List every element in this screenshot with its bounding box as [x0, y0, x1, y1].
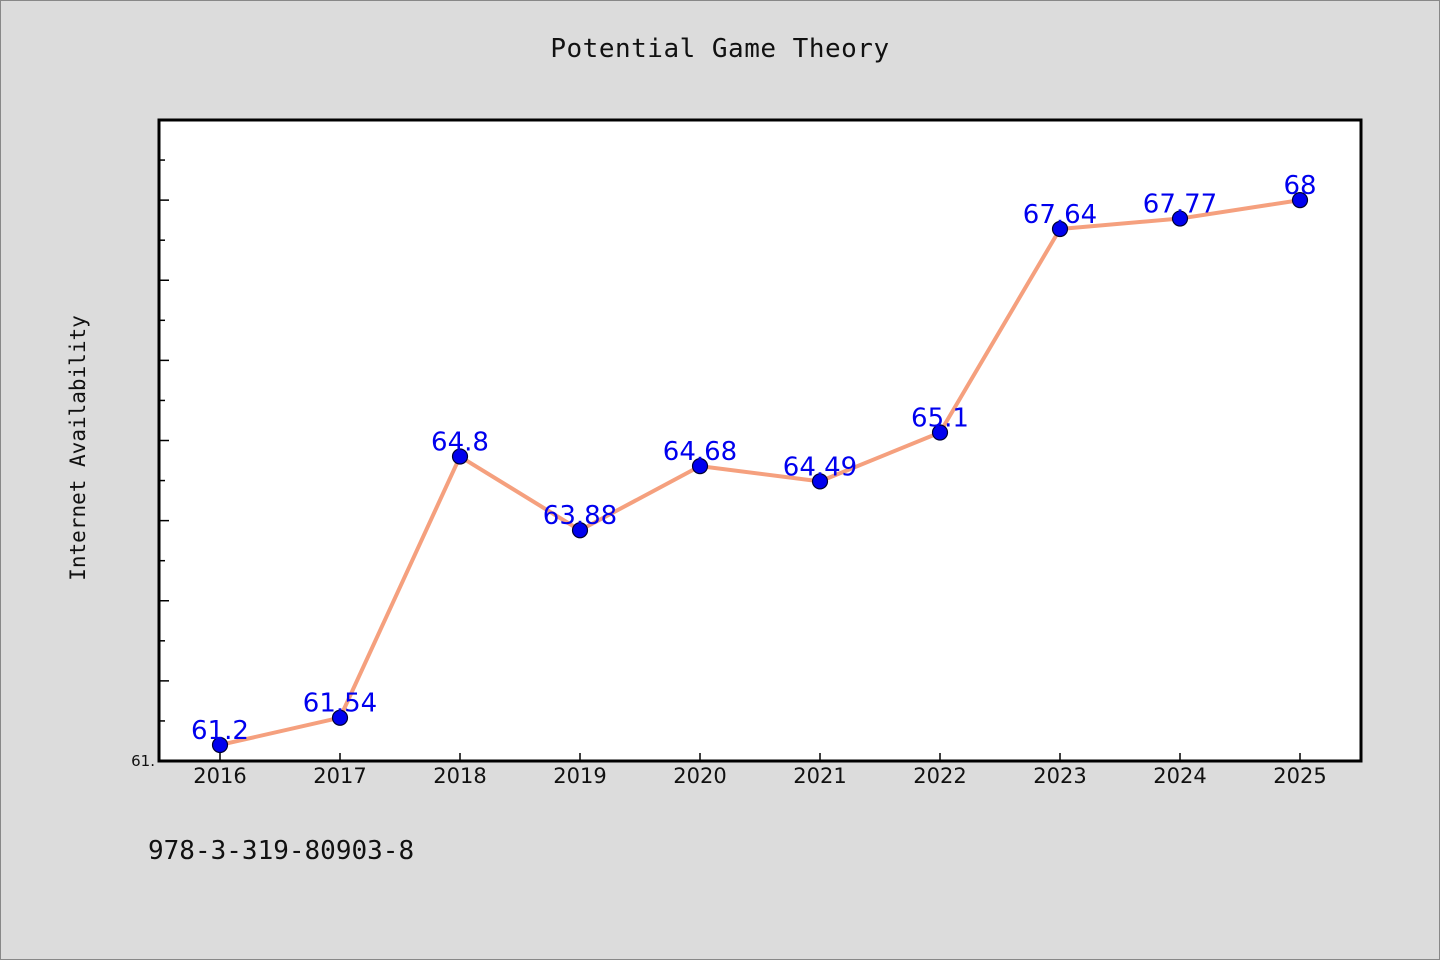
- data-labels: 61.2 61.54 64.8 63.88 64.68 64.49 65.1 67.64 67.…: [191, 171, 1316, 746]
- data-point-marker: [1051, 220, 1069, 238]
- data-point-label: 64.68: [663, 437, 737, 467]
- plot-frame: [157, 118, 1363, 763]
- x-tick-label: 2017: [313, 764, 366, 788]
- data-point-marker: [1171, 210, 1189, 227]
- x-tick-label: 2021: [793, 764, 846, 788]
- x-tick-label: 2025: [1273, 764, 1326, 788]
- footer-code: 978-3-319-80903-8: [148, 836, 415, 866]
- x-tick-label: 2022: [913, 764, 966, 788]
- data-point-marker: [811, 473, 829, 490]
- data-point-marker: [691, 458, 709, 475]
- series-line: [218, 198, 1302, 747]
- chart-title: Potential Game Theory: [550, 34, 890, 64]
- data-point-marker: [211, 736, 229, 754]
- data-point-marker: [1291, 192, 1309, 209]
- data-point-label: 65.1: [911, 403, 969, 433]
- data-point-marker: [451, 448, 469, 465]
- data-point-label: 63.88: [543, 501, 617, 531]
- data-markers: [211, 192, 1309, 754]
- y-tick-label: 61.: [131, 752, 155, 770]
- x-tick-label: 2023: [1033, 764, 1086, 788]
- data-point-label: 68: [1283, 171, 1316, 201]
- data-point-label: 64.49: [783, 452, 857, 482]
- data-point-marker: [331, 709, 349, 726]
- data-point-marker: [931, 424, 949, 441]
- x-tick-label: 2016: [193, 764, 246, 788]
- x-tick-label: 2018: [433, 764, 486, 788]
- x-axis-ticks: 2016 2017 2018 2019 2020 2021 2022 2023 2024 2025: [193, 753, 1327, 788]
- plot-area: [159, 120, 1361, 761]
- data-point-label: 61.2: [191, 716, 249, 746]
- data-point-label: 61.54: [303, 689, 377, 719]
- data-point-label: 67.77: [1143, 190, 1217, 220]
- data-point-label: 64.8: [431, 428, 489, 458]
- x-tick-label: 2019: [553, 764, 606, 788]
- data-point-marker: [571, 522, 589, 539]
- data-point-label: 67.64: [1023, 200, 1097, 230]
- x-tick-label: 2024: [1153, 764, 1206, 788]
- x-tick-label: 2020: [673, 764, 726, 788]
